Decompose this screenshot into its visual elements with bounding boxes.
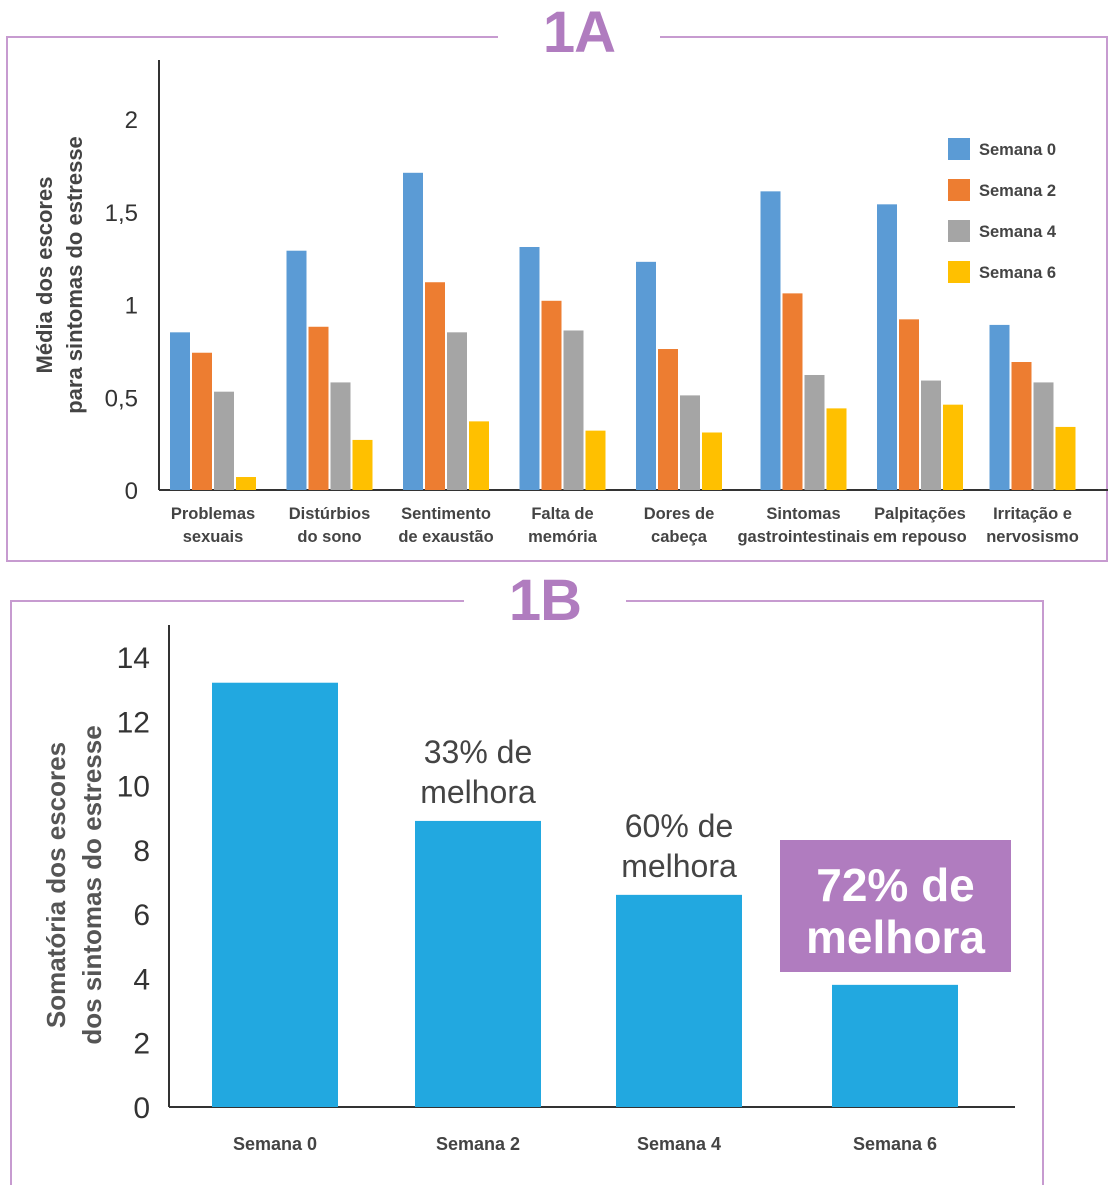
bar-1b <box>212 682 338 1107</box>
legend-swatch-1a <box>948 138 970 160</box>
legend-label-1a: Semana 0 <box>979 141 1056 159</box>
category-label-1a: do sono <box>297 528 361 546</box>
category-label-1a: Distúrbios <box>289 505 371 523</box>
annotation-text-highlight-1b: melhora <box>806 911 985 963</box>
bar-1a <box>1033 382 1054 490</box>
bar-1a <box>214 391 234 490</box>
annotation-box-1b <box>780 840 1011 972</box>
bar-1a <box>636 261 656 490</box>
y-tick-label-1a: 0,5 <box>105 385 138 412</box>
bar-1a <box>403 172 423 491</box>
y-axis-label-line-1a: Média dos escores <box>32 177 57 374</box>
y-tick-label-1b: 4 <box>133 963 150 996</box>
bar-1a <box>658 349 678 490</box>
y-tick-label-1a: 2 <box>125 107 138 134</box>
panel-1a-label: 1A <box>498 4 660 62</box>
y-tick-label-1b: 2 <box>133 1028 150 1061</box>
bar-1a <box>541 300 562 490</box>
bar-1a <box>585 430 606 490</box>
y-tick-label-1a: 1 <box>125 293 138 320</box>
bar-1a <box>519 246 540 490</box>
y-tick-label-1b: 12 <box>117 706 150 739</box>
y-axis-label-1a: Média dos escores para sintomas do estres… <box>32 136 87 414</box>
bar-1a <box>330 382 351 490</box>
bar-1a <box>943 404 963 490</box>
category-label-1b: Semana 6 <box>853 1134 937 1154</box>
bar-1a <box>352 439 373 490</box>
category-label-1a: sexuais <box>183 528 244 546</box>
category-label-1a: Irritação e <box>993 505 1072 523</box>
annotation-text-1b: melhora <box>420 774 536 810</box>
category-label-1a: em repouso <box>873 528 967 546</box>
bar-1b <box>832 984 958 1107</box>
legend-swatch-1a <box>948 261 970 283</box>
bar-1a <box>563 330 584 490</box>
bar-1b <box>616 894 742 1107</box>
category-label-1a: Problemas <box>171 505 255 523</box>
bar-1a <box>702 432 722 490</box>
y-tick-label-1b: 8 <box>133 835 150 868</box>
legend-swatch-1a <box>948 220 970 242</box>
category-label-1a: Sintomas <box>766 505 840 523</box>
bar-1a <box>989 324 1010 490</box>
category-label-1a: Palpitações <box>874 505 966 523</box>
category-label-1b: Semana 0 <box>233 1134 317 1154</box>
y-axis-label-line-1b: dos sintomas do estresse <box>77 725 107 1044</box>
bar-1b <box>415 820 541 1107</box>
panel-1b-label: 1B <box>464 572 626 630</box>
category-label-1a: Dores de <box>644 505 715 523</box>
bar-1a <box>680 395 700 490</box>
bar-1a <box>804 374 825 490</box>
legend-label-1a: Semana 6 <box>979 264 1056 282</box>
annotation-text-1b: melhora <box>621 848 737 884</box>
bar-1a <box>1055 426 1076 490</box>
bar-1a <box>286 250 307 490</box>
y-tick-label-1a: 0 <box>125 478 138 505</box>
bar-1a <box>826 408 847 490</box>
category-label-1a: gastrointestinais <box>737 528 869 546</box>
legend-label-1a: Semana 4 <box>979 223 1057 241</box>
category-label-1a: Falta de <box>531 505 593 523</box>
bar-1a <box>782 293 803 490</box>
bar-1a <box>308 326 329 490</box>
y-tick-label-1b: 10 <box>117 771 150 804</box>
y-axis-label-line-1a: para sintomas do estresse <box>62 136 87 414</box>
bar-1a <box>192 352 212 490</box>
category-label-1a: Sentimento <box>401 505 491 523</box>
category-label-1a: nervosismo <box>986 528 1079 546</box>
y-axis-label-1b: Somatória dos escores dos sintomas do est… <box>41 725 107 1044</box>
bar-1a <box>469 421 489 490</box>
bar-1a <box>921 380 941 490</box>
category-label-1b: Semana 2 <box>436 1134 520 1154</box>
y-tick-label-1b: 0 <box>133 1092 150 1125</box>
y-axis-label-line-1b: Somatória dos escores <box>41 742 71 1028</box>
bar-1a <box>899 319 919 490</box>
bar-1a <box>447 332 467 490</box>
annotation-text-highlight-1b: 72% de <box>816 859 975 911</box>
bar-1a <box>1011 362 1032 490</box>
category-label-1a: cabeça <box>651 528 708 546</box>
category-label-1a: de exaustão <box>398 528 493 546</box>
annotation-text-1b: 33% de <box>424 734 533 770</box>
annotation-text-1b: 60% de <box>625 808 734 844</box>
y-tick-label-1b: 14 <box>117 642 150 675</box>
y-tick-label-1b: 6 <box>133 899 150 932</box>
bar-1a <box>877 204 897 490</box>
category-label-1b: Semana 4 <box>637 1134 721 1154</box>
bar-1a <box>760 191 781 490</box>
legend-label-1a: Semana 2 <box>979 182 1056 200</box>
bar-1a <box>236 477 256 490</box>
legend-swatch-1a <box>948 179 970 201</box>
y-tick-label-1a: 1,5 <box>105 200 138 227</box>
bar-1a <box>170 332 190 490</box>
category-label-1a: memória <box>528 528 598 546</box>
bar-1a <box>425 282 445 490</box>
chart-1a: 0 0,5 1 1,5 2 Média dos escores para sintomas … <box>32 60 1108 546</box>
